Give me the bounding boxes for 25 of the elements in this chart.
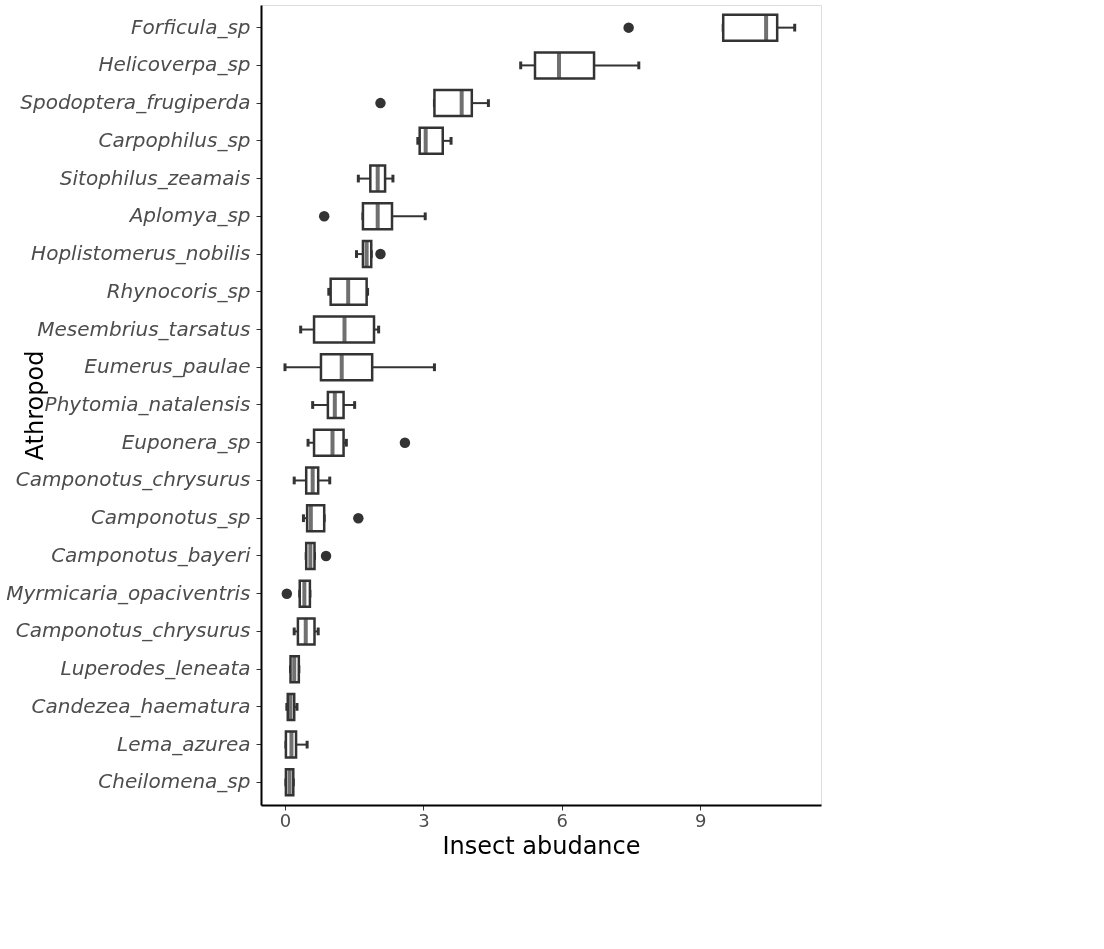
y-tick-label: Luperodes_leneata	[60, 656, 251, 681]
x-tick-label: 3	[418, 809, 430, 831]
y-tick-label: Cheilomena_sp	[98, 769, 251, 794]
y-tick-label: Camponotus_chrysurus	[15, 467, 251, 492]
y-tick-label: Forficula_sp	[131, 14, 251, 39]
y-tick-label: Camponotus_sp	[90, 505, 251, 530]
y-tick-label: Hoplistomerus_nobilis	[31, 241, 251, 266]
y-tick-label: Camponotus_chrysurus	[15, 618, 251, 643]
y-tick-label: Euponera_sp	[121, 429, 251, 454]
x-tick-label: 0	[279, 809, 292, 831]
y-tick-label: Helicoverpa_sp	[98, 52, 251, 77]
y-tick-label: Spodoptera_frugiperda	[20, 90, 251, 115]
x-tick-label: 9	[694, 809, 707, 831]
y-tick-label: Rhynocoris_sp	[106, 278, 251, 303]
x-axis-title: Insect abudance	[442, 831, 641, 860]
y-tick-label: Mesembrius_tarsatus	[37, 316, 251, 341]
x-tick-label: 6	[556, 809, 568, 831]
y-tick-label: Myrmicaria_opaciventris	[6, 580, 251, 605]
y-tick-label: Sitophilus_zeamais	[59, 165, 251, 190]
y-tick-label: Carpophilus_sp	[98, 127, 251, 152]
y-tick-label: Aplomya_sp	[127, 203, 251, 228]
y-tick-label: Lema_azurea	[117, 731, 251, 756]
y-tick-label: Candezea_haematura	[31, 693, 251, 718]
y-tick-label: Eumerus_paulae	[84, 354, 251, 379]
y-tick-label: Camponotus_bayeri	[51, 542, 251, 567]
